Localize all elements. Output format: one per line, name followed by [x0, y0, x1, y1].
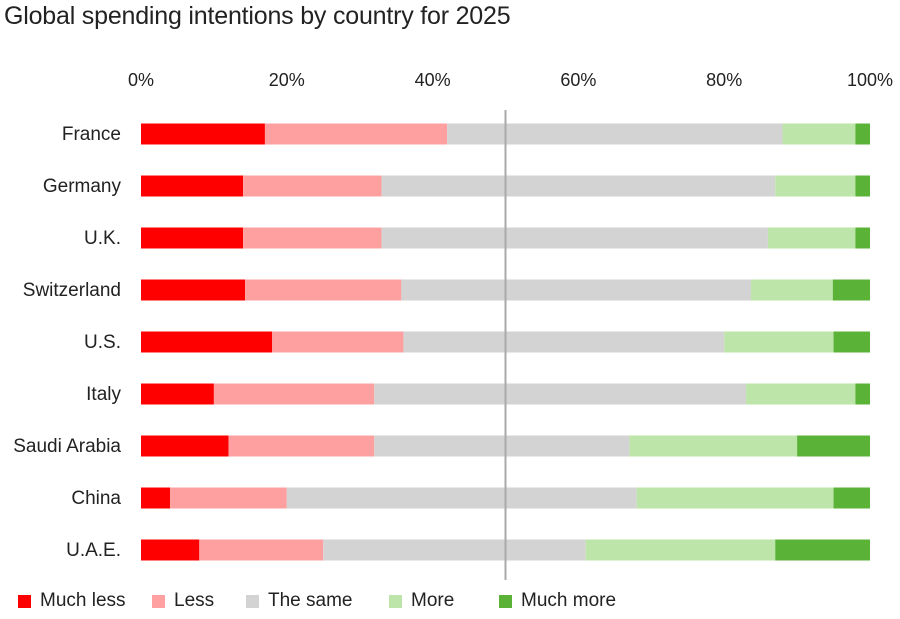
bar-segment — [767, 227, 856, 249]
bar-segment — [833, 331, 870, 353]
bar-segment — [213, 383, 375, 405]
bar-segment — [286, 487, 637, 509]
bar-segment — [585, 539, 776, 561]
bar-segment — [243, 227, 382, 249]
bar-segment — [264, 123, 448, 145]
category-label: U.S. — [84, 332, 121, 353]
legend-swatch — [152, 594, 165, 608]
bar-segment — [855, 175, 870, 197]
legend-swatch — [18, 594, 31, 608]
legend-swatch — [389, 594, 402, 608]
category-label: Germany — [43, 176, 122, 197]
category-label: France — [62, 124, 121, 145]
bar-segment — [855, 227, 870, 249]
bar-segment — [797, 435, 870, 457]
bar-segment — [141, 279, 246, 301]
bar-segment — [775, 539, 870, 561]
bar-segment — [141, 227, 244, 249]
bar-segment — [855, 123, 870, 145]
bar-segment — [782, 123, 856, 145]
bar-segment — [447, 123, 783, 145]
bar-segment — [403, 331, 725, 353]
bar-segment — [170, 487, 287, 509]
bar-segment — [272, 331, 404, 353]
bar-segment — [629, 435, 798, 457]
x-tick-label: 100% — [847, 70, 893, 90]
bar-segment — [775, 175, 856, 197]
bar-segment — [199, 539, 324, 561]
bar-segment — [141, 383, 214, 405]
category-label: U.A.E. — [66, 540, 121, 561]
bar-segment — [724, 331, 834, 353]
legend-label: Much less — [40, 590, 126, 611]
bar-segment — [323, 539, 586, 561]
chart-plot: 0% 20% 40% 60% 80% 100% France Germany U.K. Swit… — [13, 70, 893, 580]
category-label: Switzerland — [23, 280, 121, 301]
bar-segment — [374, 383, 747, 405]
chart-legend: Much less Less The same More Much more — [0, 590, 900, 618]
x-tick-label: 20% — [269, 70, 305, 90]
bar-segment — [636, 487, 834, 509]
bar-segment — [141, 175, 244, 197]
legend-item: Much more — [499, 590, 616, 612]
legend-swatch — [499, 594, 512, 608]
legend-label: More — [411, 590, 455, 611]
bar-segment — [141, 487, 171, 509]
legend-swatch — [246, 594, 259, 608]
legend-label: Less — [174, 590, 215, 611]
bar-segment — [141, 539, 200, 561]
bar-segment — [381, 227, 768, 249]
x-tick-label: 0% — [128, 70, 154, 90]
bar-segment — [750, 279, 833, 301]
bar-segment — [141, 123, 265, 145]
bar-segment — [381, 175, 776, 197]
chart-title: Global spending intentions by country fo… — [4, 2, 511, 30]
legend-item: The same — [246, 590, 352, 612]
bar-segment — [374, 435, 630, 457]
category-label: China — [71, 488, 121, 509]
legend-item: Less — [152, 590, 214, 612]
x-tick-label: 40% — [415, 70, 451, 90]
bar-segment — [243, 175, 382, 197]
x-tick-label: 80% — [706, 70, 742, 90]
legend-item: Much less — [18, 590, 126, 612]
bar-segment — [228, 435, 375, 457]
category-label: Saudi Arabia — [13, 436, 121, 457]
category-label: U.K. — [84, 228, 121, 249]
legend-label: Much more — [521, 590, 617, 611]
legend-label: The same — [268, 590, 353, 611]
category-label: Italy — [86, 384, 121, 405]
bar-segment — [401, 279, 751, 301]
legend-item: More — [389, 590, 454, 612]
bar-segment — [833, 487, 870, 509]
x-tick-label: 60% — [560, 70, 596, 90]
bar-segment — [855, 383, 870, 405]
bar-segment — [245, 279, 402, 301]
bar-segment — [141, 331, 273, 353]
bar-segment — [832, 279, 870, 301]
bar-segment — [746, 383, 856, 405]
bar-segment — [141, 435, 229, 457]
